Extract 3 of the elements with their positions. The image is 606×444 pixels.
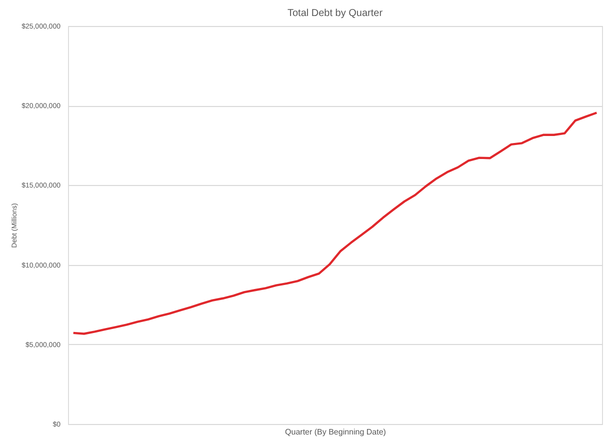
line-series — [72, 112, 598, 335]
chart-title: Total Debt by Quarter — [287, 8, 384, 19]
x-axis-title: Quarter (By Beginning Date) — [285, 428, 386, 436]
